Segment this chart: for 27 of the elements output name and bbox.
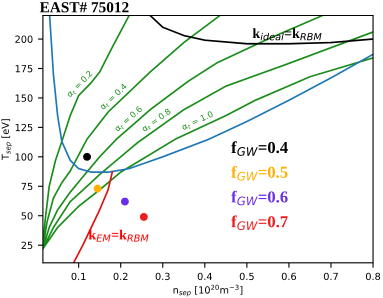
x-tick-label: 0.6 — [282, 272, 296, 280]
x-tick-label: 0.2 — [114, 272, 128, 280]
y-tick-label: 175 — [16, 65, 32, 72]
text: f$_{GW}$=0.6 — [231, 190, 288, 206]
x-tick-label: 0.7 — [324, 272, 338, 280]
annotation: k$_{EM}$=k$_{RBM}$ — [88, 230, 148, 242]
x-tick-label: 0.4 — [198, 272, 212, 280]
text: f$_{GW}$=0.4 — [231, 141, 288, 156]
chart-title: EAST# 75012 — [40, 2, 128, 12]
y-tick-label: 125 — [16, 124, 32, 132]
text: α$_{t}$ = 0.8 — [141, 108, 172, 133]
y-tick-label: 25 — [22, 242, 32, 249]
y-tick-label: 150 — [16, 94, 33, 102]
x-tick-label: 0.1 — [72, 272, 86, 280]
x-tick-label: 0.8 — [366, 272, 380, 280]
text: f$_{GW}$=0.5 — [231, 166, 288, 181]
x-tick-label: 0.3 — [156, 272, 170, 280]
y-tick-label: 200 — [15, 36, 33, 43]
x-tick-label: 0.5 — [240, 272, 254, 280]
text: f$_{GW}$=0.7 — [231, 215, 288, 230]
y-tick-label: 100 — [16, 153, 33, 161]
y-tick-label: 75 — [22, 182, 32, 190]
y-tick-label: 50 — [22, 212, 33, 220]
text: α$_{t}$ = 1.0 — [181, 110, 214, 132]
y-axis-title: T$_{sep}$ [eV] — [1, 119, 12, 160]
text: α$_{t}$ = 0.2 — [66, 70, 94, 98]
x-axis-title: n$_{sep}$ [10$^{20}$m$^{−3}$] — [174, 284, 242, 297]
